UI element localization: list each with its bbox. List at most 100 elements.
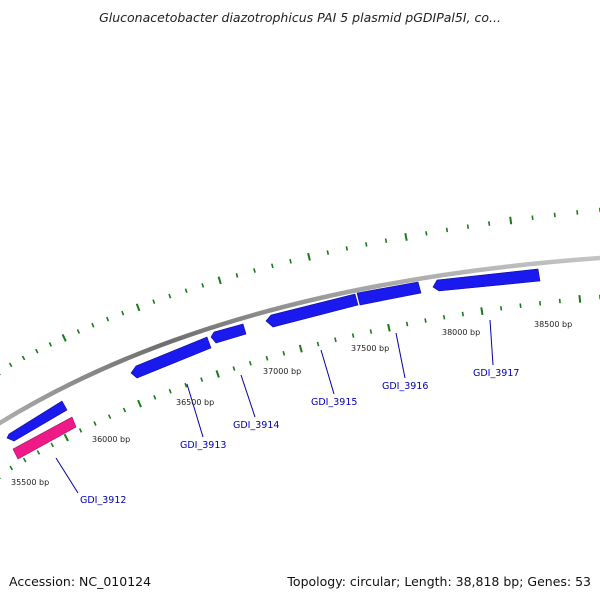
tick-mark (106, 316, 110, 322)
tick-mark (307, 252, 311, 261)
bp-label: 37000 bp (263, 367, 301, 376)
tick-mark (184, 288, 188, 294)
tick-mark (265, 355, 269, 361)
bp-label: 36000 bp (92, 435, 130, 444)
tick-mark (384, 238, 388, 243)
tick-mark (369, 329, 373, 334)
bp-label: 38000 bp (442, 328, 480, 337)
tick-mark (122, 407, 127, 413)
tick-mark (539, 301, 542, 306)
bp-label: 36500 bp (176, 398, 214, 407)
gene-label-3916[interactable]: GDI_3916 (382, 381, 428, 392)
tick-mark (365, 242, 368, 247)
gene-leaders (55, 319, 494, 494)
leader-line (320, 349, 335, 395)
gene-arrow-3917[interactable] (432, 268, 541, 292)
plasmid-backbone (0, 255, 600, 426)
tick-mark (271, 263, 274, 269)
tick-mark (232, 366, 236, 371)
tick-mark (531, 215, 534, 220)
gene-label-3913[interactable]: GDI_3913 (180, 440, 226, 451)
tick-mark (461, 311, 464, 317)
map-title: Gluconacetobacter diazotrophicus PAI 5 p… (99, 10, 501, 25)
gene-label-3914[interactable]: GDI_3914 (233, 420, 279, 431)
gene-label-3912[interactable]: GDI_3912 (80, 495, 126, 506)
gene-label-3917[interactable]: GDI_3917 (473, 368, 519, 379)
leader-line (55, 457, 79, 494)
tick-mark (282, 350, 286, 356)
tick-mark (326, 250, 330, 255)
tick-mark (93, 421, 97, 426)
gene-label-3915[interactable]: GDI_3915 (311, 397, 357, 408)
tick-mark (137, 399, 142, 408)
tick-mark (9, 465, 14, 471)
gene-arrow-3914[interactable] (210, 323, 247, 344)
tick-mark (466, 224, 469, 229)
tick-mark (316, 341, 320, 347)
tick-mark (500, 306, 503, 311)
tick-mark (298, 344, 303, 353)
leader-line (240, 374, 256, 418)
tick-mark (21, 355, 26, 361)
tick-mark (121, 310, 125, 316)
tick-mark (404, 233, 408, 241)
tick-mark (405, 321, 409, 327)
gene-track (6, 268, 541, 460)
tick-mark (387, 323, 391, 332)
accession-text: Accession: NC_010124 (9, 574, 152, 589)
tick-mark (48, 342, 53, 347)
tick-mark (480, 307, 484, 316)
gene-arrow-3913[interactable] (130, 336, 212, 379)
tick-mark (215, 370, 220, 378)
gene-arrow-3915[interactable] (265, 293, 359, 328)
leader-line (489, 319, 494, 366)
bp-label: 35500 bp (11, 478, 49, 487)
tick-mark (334, 337, 337, 343)
tick-mark (488, 221, 491, 226)
bp-label: 38500 bp (534, 320, 572, 329)
tick-mark (78, 428, 83, 433)
tick-mark (576, 210, 579, 215)
tick-mark (153, 395, 157, 400)
summary-text: Topology: circular; Length: 38,818 bp; G… (287, 574, 591, 589)
tick-mark (61, 333, 67, 342)
tick-mark (558, 298, 561, 304)
outer-tick-row (0, 207, 600, 376)
tick-mark (445, 227, 449, 233)
tick-mark (184, 382, 188, 388)
tick-mark (519, 303, 522, 309)
bp-label: 37500 bp (351, 344, 389, 353)
leader-line (395, 332, 406, 379)
tick-mark (553, 212, 556, 218)
tick-mark (168, 388, 172, 394)
tick-mark (152, 299, 156, 304)
tick-mark (76, 329, 81, 334)
tick-mark (509, 216, 513, 225)
tick-mark (135, 303, 141, 312)
tick-mark (425, 231, 428, 236)
tick-mark (289, 258, 292, 264)
inner-tick-row (0, 294, 600, 480)
gene-arrow-left-edge[interactable] (6, 400, 68, 442)
tick-mark (50, 442, 55, 448)
leader-line (186, 383, 204, 438)
tick-mark (91, 322, 95, 328)
gene-labels: GDI_3912 GDI_3913 GDI_3914 GDI_3915 GDI_… (80, 368, 519, 506)
tick-mark (36, 450, 41, 455)
tick-mark (424, 318, 427, 323)
tick-mark (63, 433, 69, 442)
tick-mark (351, 333, 355, 338)
tick-mark (578, 294, 582, 303)
tick-mark (253, 268, 256, 273)
tick-mark (35, 348, 39, 354)
gene-arrow-3916[interactable] (356, 281, 422, 306)
tick-mark (22, 457, 27, 463)
tick-mark (345, 246, 349, 251)
bp-labels: 35500 bp 36000 bp 36500 bp 37000 bp 3750… (11, 320, 572, 487)
tick-mark (217, 276, 222, 285)
tick-mark (248, 360, 252, 366)
gene-arrow-3912[interactable] (12, 416, 77, 460)
tick-mark (8, 362, 13, 368)
tick-mark (200, 377, 204, 382)
